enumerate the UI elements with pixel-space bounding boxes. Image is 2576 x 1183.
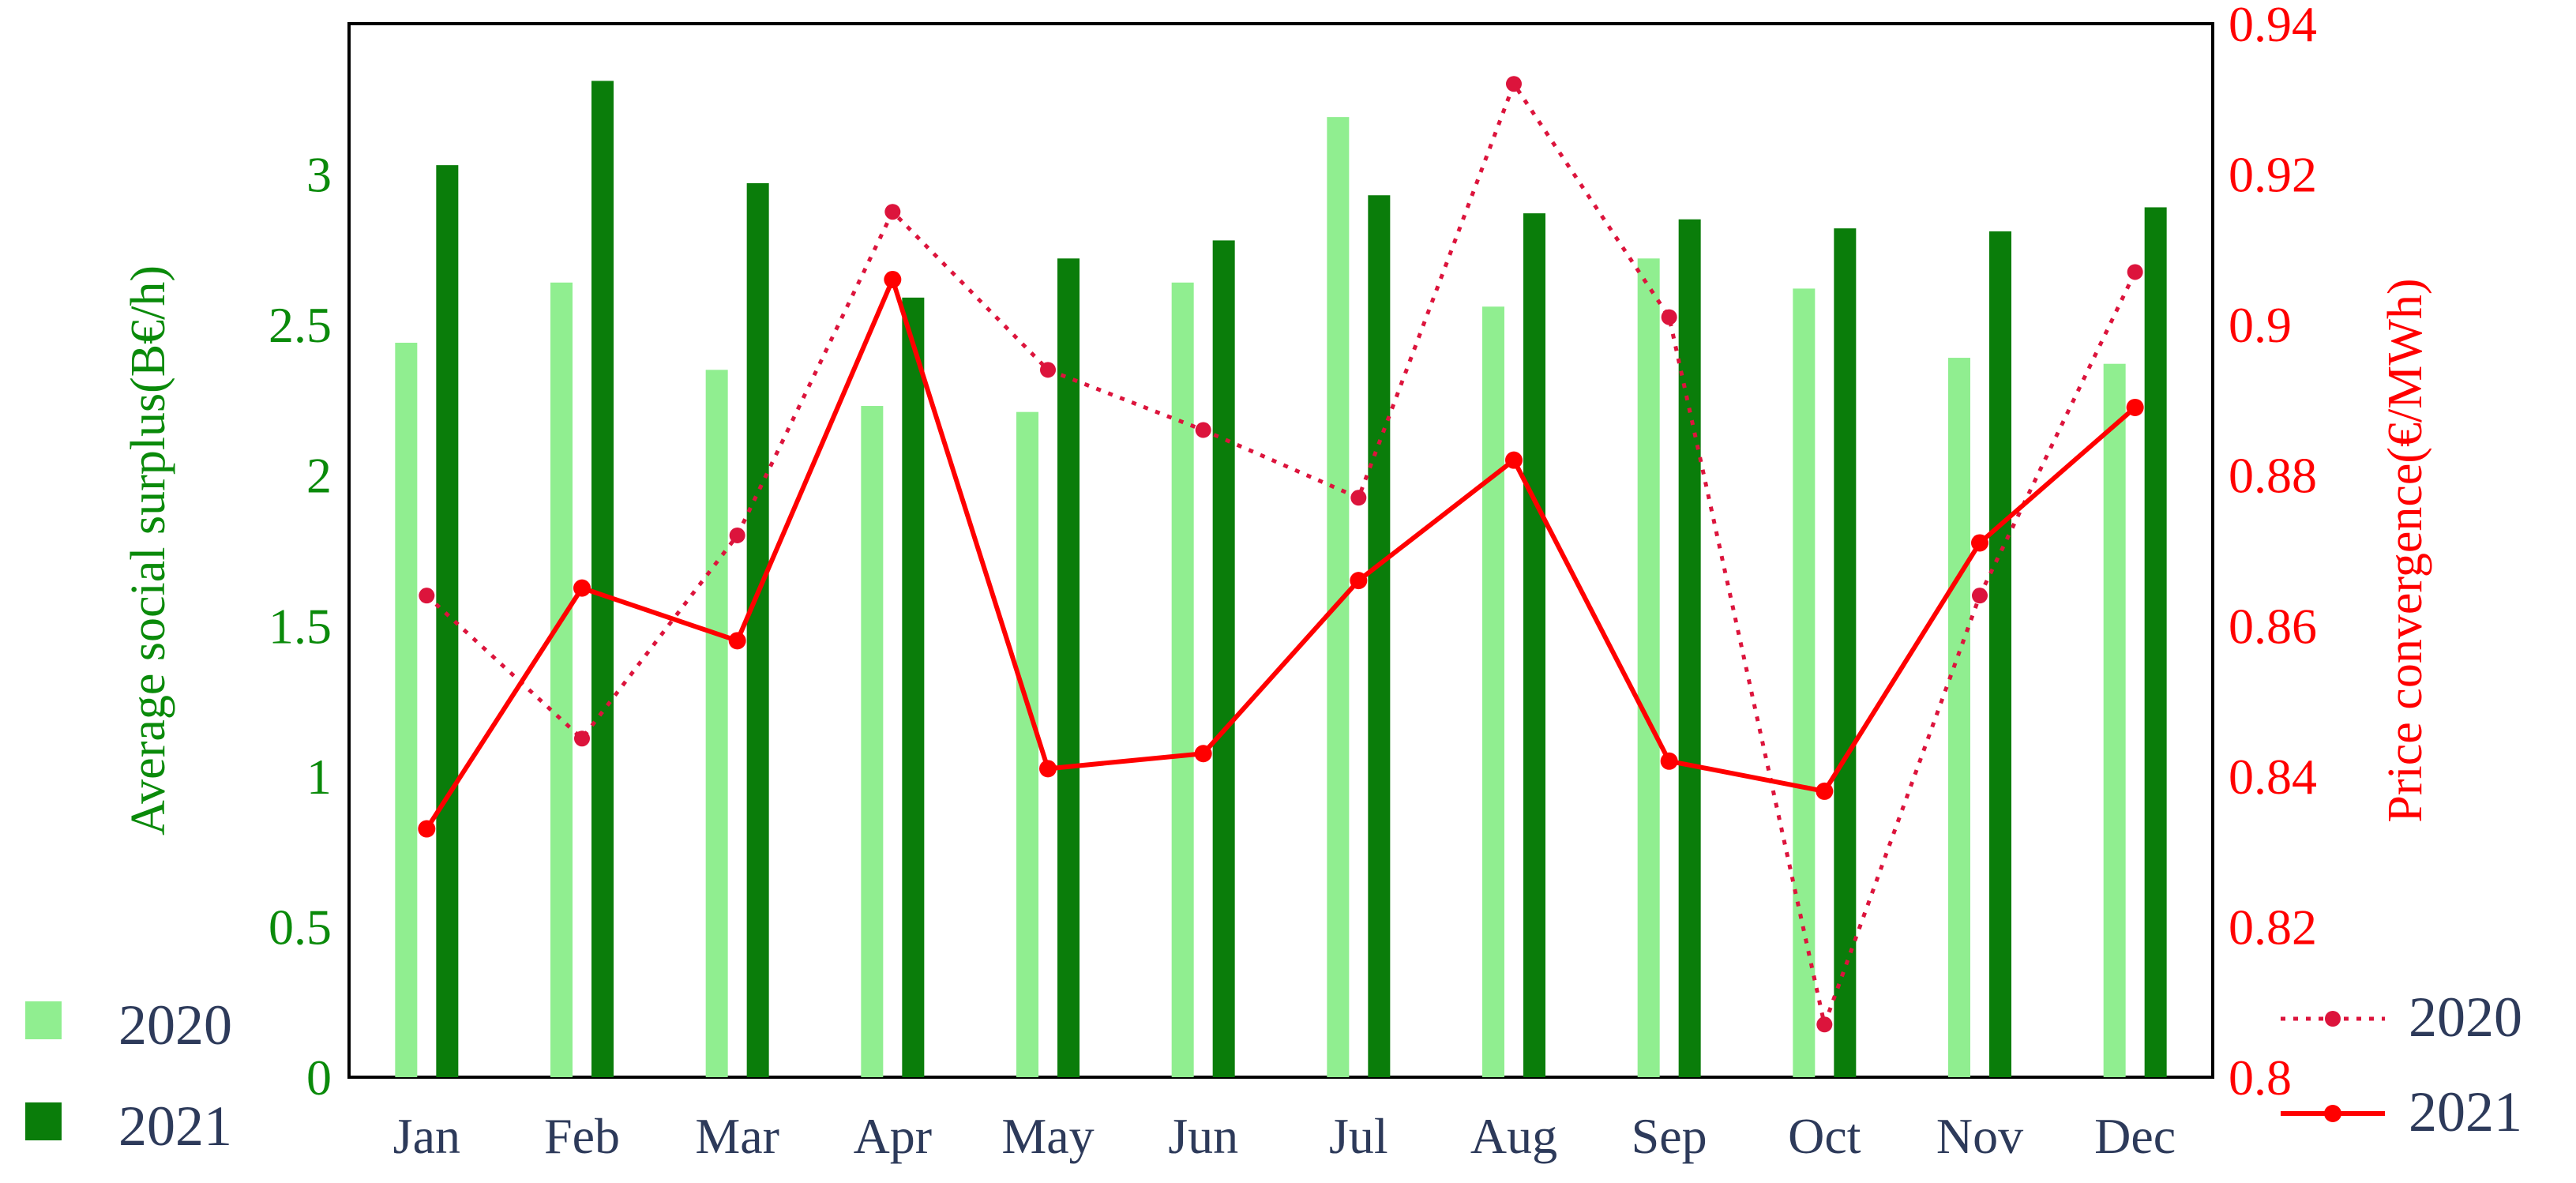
x-axis-ticks: Jan Feb Mar Apr May Jun Jul Aug Sep Oct Nov Dec xyxy=(393,1108,2176,1164)
bar-2021-dec xyxy=(2144,207,2167,1078)
point-2021-oct xyxy=(1816,782,1834,800)
legend-label-2021-bar: 2021 xyxy=(118,1095,232,1158)
right-tick-label: 0.84 xyxy=(2229,749,2317,805)
right-tick-label: 0.86 xyxy=(2229,598,2317,654)
x-tick-label-jun: Jun xyxy=(1168,1108,1238,1164)
bar-2021-sep xyxy=(1678,219,1701,1077)
point-2020-apr xyxy=(884,204,901,220)
point-2020-may xyxy=(1040,362,1056,378)
bar-2021-jan xyxy=(436,165,459,1077)
line-series-2021 xyxy=(424,276,2137,831)
point-2020-mar xyxy=(729,527,745,543)
right-tick-label: 0.88 xyxy=(2229,448,2317,504)
x-tick-label-feb: Feb xyxy=(544,1108,620,1164)
point-2021-jun xyxy=(1194,745,1212,763)
right-tick-label: 0.92 xyxy=(2229,147,2317,203)
point-2021-sep xyxy=(1660,752,1678,770)
point-2021-feb xyxy=(573,579,591,597)
left-axis-ticks: 0 0.5 1 1.5 2 2.5 3 xyxy=(268,147,332,1106)
x-tick-label-aug: Aug xyxy=(1470,1108,1557,1164)
point-2020-aug xyxy=(1506,76,1522,92)
x-tick-label-apr: Apr xyxy=(854,1108,933,1164)
bar-2021-jul xyxy=(1368,195,1391,1077)
bar-2020-may xyxy=(1016,411,1038,1077)
bar-2021-feb xyxy=(591,81,614,1078)
right-axis-ticks: 0.8 0.82 0.84 0.86 0.88 0.9 0.92 0.94 xyxy=(2229,0,2317,1106)
bar-2021-mar xyxy=(746,183,769,1077)
point-2020-jul xyxy=(1350,490,1367,506)
bar-2020-jun xyxy=(1171,282,1194,1078)
right-tick-label: 0.8 xyxy=(2229,1050,2292,1106)
x-tick-label-sep: Sep xyxy=(1632,1108,1707,1164)
point-2021-mar xyxy=(728,632,746,650)
bar-2021-nov xyxy=(1989,231,2011,1078)
bar-2021-jun xyxy=(1212,240,1235,1077)
x-tick-label-mar: Mar xyxy=(695,1108,779,1164)
right-axis-label: Price convergence(€/MWh) xyxy=(2379,278,2432,822)
bar-2020-aug xyxy=(1482,306,1504,1077)
bar-2020-feb xyxy=(550,282,573,1078)
x-tick-label-nov: Nov xyxy=(1936,1108,2023,1164)
point-2020-jun xyxy=(1195,422,1211,438)
bar-2020-mar xyxy=(705,370,728,1077)
left-axis-label: Average social surplus(B€/h) xyxy=(122,265,175,836)
point-2021-nov xyxy=(1971,534,1988,552)
point-2021-apr xyxy=(884,270,902,288)
right-tick-label: 0.82 xyxy=(2229,899,2317,955)
bar-2020-oct xyxy=(1793,288,1816,1077)
x-tick-label-dec: Dec xyxy=(2094,1108,2176,1164)
left-tick-label: 1 xyxy=(306,749,332,805)
lines-layer xyxy=(418,76,2144,1033)
x-tick-label-may: May xyxy=(1001,1108,1094,1164)
x-tick-label-oct: Oct xyxy=(1788,1108,1861,1164)
x-tick-label-jul: Jul xyxy=(1329,1108,1388,1164)
bar-2020-apr xyxy=(861,406,884,1077)
point-2020-sep xyxy=(1661,309,1677,325)
plot-frame xyxy=(347,22,2214,1079)
point-2021-dec xyxy=(2126,398,2144,416)
legend-marker-2020 xyxy=(2325,1011,2341,1027)
bar-2020-jan xyxy=(395,343,418,1077)
bar-2021-may xyxy=(1057,258,1080,1077)
point-2020-oct xyxy=(1816,1016,1833,1033)
x-tick-label-jan: Jan xyxy=(393,1108,460,1164)
legend-swatch-2021-bar xyxy=(25,1102,62,1140)
bar-2020-sep xyxy=(1637,258,1660,1077)
bar-2021-apr xyxy=(902,297,925,1078)
point-2020-nov xyxy=(1972,588,1988,604)
bar-2020-nov xyxy=(1948,358,1970,1077)
point-2020-jan xyxy=(419,588,435,604)
point-2020-feb xyxy=(574,730,590,747)
legend-label-2020-line: 2020 xyxy=(2409,986,2522,1049)
bar-legend: 2020 2021 xyxy=(25,993,232,1158)
left-tick-label: 1.5 xyxy=(268,598,332,654)
right-tick-label: 0.94 xyxy=(2229,0,2317,52)
point-2021-may xyxy=(1039,760,1057,778)
legend-swatch-2020-bar xyxy=(25,1001,62,1039)
bar-2020-dec xyxy=(2103,363,2126,1078)
right-tick-label: 0.9 xyxy=(2229,297,2292,353)
point-2021-jul xyxy=(1350,572,1368,590)
line-legend: 2020 2021 xyxy=(2281,986,2522,1144)
point-2021-aug xyxy=(1505,451,1523,469)
legend-label-2021-line: 2021 xyxy=(2409,1080,2522,1144)
left-tick-label: 3 xyxy=(306,147,332,203)
bar-2021-oct xyxy=(1834,228,1857,1078)
legend-label-2020-bar: 2020 xyxy=(118,993,232,1057)
left-tick-label: 0 xyxy=(306,1050,332,1106)
line-series-2020 xyxy=(425,81,2137,1027)
left-tick-label: 2 xyxy=(306,448,332,504)
bars-layer xyxy=(395,81,2167,1078)
left-tick-label: 2.5 xyxy=(268,297,332,353)
legend-marker-2021 xyxy=(2324,1105,2341,1122)
left-tick-label: 0.5 xyxy=(268,899,332,955)
point-2020-dec xyxy=(2127,264,2143,280)
point-2021-jan xyxy=(418,820,436,838)
bar-2021-aug xyxy=(1523,213,1545,1077)
